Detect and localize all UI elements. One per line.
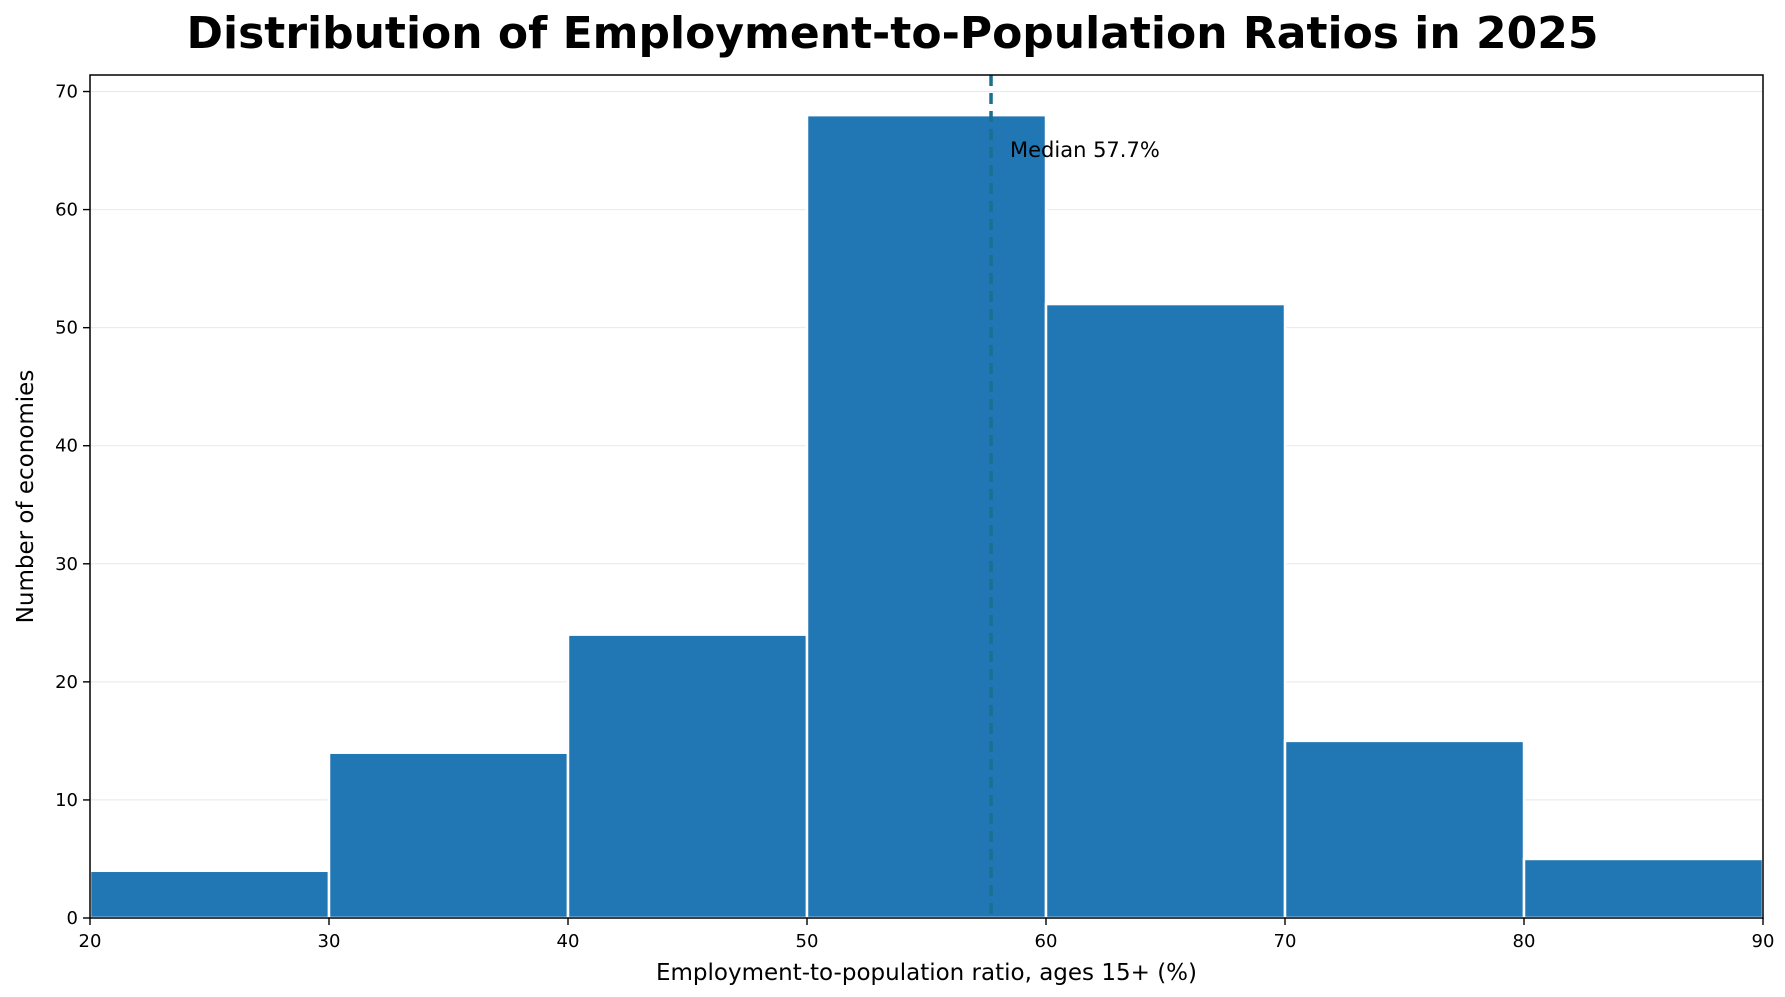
- y-axis-label: Number of economies: [13, 370, 39, 624]
- histogram-bar: [88, 869, 331, 920]
- y-tick-label: 30: [55, 554, 78, 575]
- y-tick-label: 40: [55, 436, 78, 457]
- histogram-bar: [1044, 302, 1287, 920]
- median-label: Median 57.7%: [1010, 138, 1160, 162]
- y-tick-label: 50: [55, 318, 78, 339]
- x-axis-ticks: 20 30 40 50 60 70 80 90: [79, 918, 1775, 952]
- y-tick-label: 0: [67, 908, 78, 929]
- y-tick-label: 20: [55, 672, 78, 693]
- x-tick-label: 40: [557, 931, 580, 952]
- x-axis-label: Employment-to-population ratio, ages 15+…: [656, 960, 1197, 986]
- x-tick-label: 80: [1513, 931, 1536, 952]
- x-tick-label: 70: [1274, 931, 1297, 952]
- histogram-bar: [1283, 739, 1526, 920]
- y-tick-label: 10: [55, 790, 78, 811]
- histogram-bar: [1522, 857, 1765, 920]
- histogram-bar: [566, 633, 809, 920]
- x-tick-label: 90: [1752, 931, 1775, 952]
- plot-frame: [89, 74, 1764, 919]
- median-marker: Median 57.7%: [989, 75, 1160, 918]
- y-tick-label: 60: [55, 200, 78, 221]
- chart-title: Distribution of Employment-to-Population…: [186, 8, 1599, 59]
- y-tick-label: 70: [55, 82, 78, 103]
- y-axis-ticks: 0 10 20 30 40 50 60 70: [55, 82, 90, 929]
- histogram-bar: [327, 751, 570, 920]
- histogram-bars: [88, 113, 1765, 920]
- histogram-bar: [805, 113, 1048, 920]
- x-tick-label: 60: [1035, 931, 1058, 952]
- x-tick-label: 20: [79, 931, 102, 952]
- x-tick-label: 50: [796, 931, 819, 952]
- x-tick-label: 30: [318, 931, 341, 952]
